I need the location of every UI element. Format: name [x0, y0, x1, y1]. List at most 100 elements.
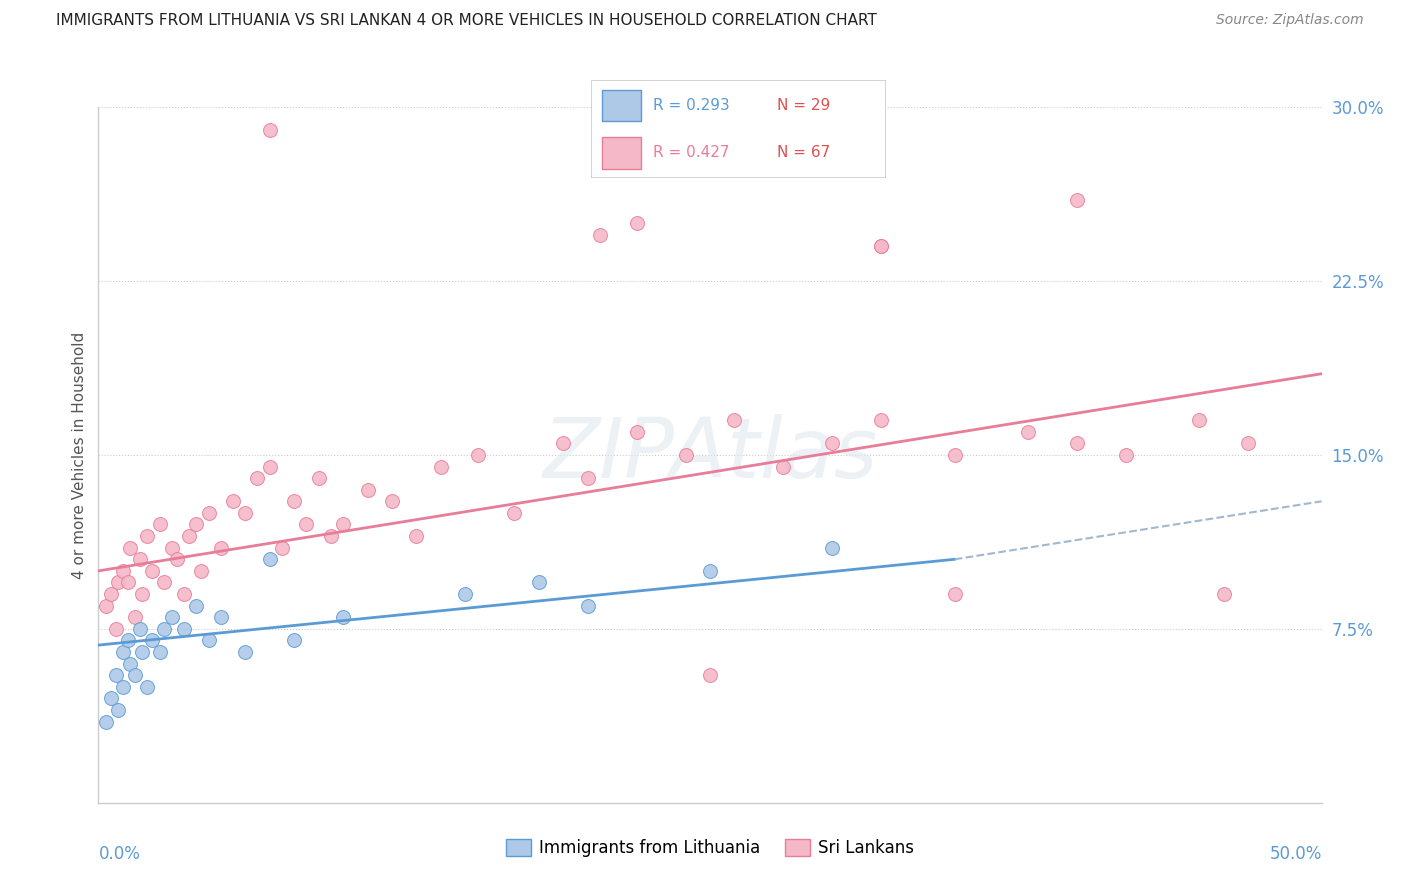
Point — [141, 633, 163, 648]
Point — [124, 610, 146, 624]
Point — [209, 610, 232, 624]
Point — [1237, 436, 1260, 450]
Point — [723, 413, 745, 427]
Point — [1212, 587, 1234, 601]
Point — [589, 227, 612, 242]
Point — [259, 459, 281, 474]
Point — [1066, 193, 1088, 207]
Point — [94, 599, 117, 613]
Point — [576, 471, 599, 485]
Point — [1115, 448, 1137, 462]
Point — [107, 575, 129, 590]
Point — [1017, 425, 1039, 439]
Point — [136, 680, 159, 694]
Point — [100, 691, 122, 706]
Point — [270, 541, 294, 555]
Point — [381, 494, 404, 508]
Point — [295, 517, 318, 532]
Point — [160, 541, 183, 555]
Point — [821, 541, 844, 555]
Point — [197, 633, 219, 648]
Point — [111, 564, 134, 578]
Point — [527, 575, 550, 590]
Point — [117, 633, 139, 648]
Point — [246, 471, 269, 485]
Point — [821, 436, 844, 450]
Point — [870, 239, 893, 253]
Point — [120, 541, 142, 555]
Bar — [602, 90, 641, 121]
Point — [117, 575, 139, 590]
Point — [129, 622, 152, 636]
Text: N = 29: N = 29 — [776, 98, 830, 113]
Point — [626, 216, 648, 230]
Point — [104, 668, 127, 682]
Point — [173, 622, 195, 636]
Point — [332, 610, 354, 624]
Point — [129, 552, 152, 566]
Text: Source: ZipAtlas.com: Source: ZipAtlas.com — [1216, 13, 1364, 28]
Text: R = 0.293: R = 0.293 — [652, 98, 730, 113]
Legend: Immigrants from Lithuania, Sri Lankans: Immigrants from Lithuania, Sri Lankans — [499, 832, 921, 864]
Text: 50.0%: 50.0% — [1270, 845, 1322, 863]
Point — [166, 552, 188, 566]
Point — [131, 587, 153, 601]
Point — [149, 645, 172, 659]
Point — [283, 494, 305, 508]
Point — [943, 587, 966, 601]
Point — [153, 622, 176, 636]
Point — [699, 668, 721, 682]
Point — [308, 471, 330, 485]
Point — [107, 703, 129, 717]
Point — [699, 564, 721, 578]
Point — [233, 506, 256, 520]
Point — [149, 517, 172, 532]
Point — [283, 633, 305, 648]
Point — [319, 529, 342, 543]
Point — [467, 448, 489, 462]
Point — [197, 506, 219, 520]
Point — [870, 413, 893, 427]
Point — [553, 436, 575, 450]
Point — [131, 645, 153, 659]
Point — [100, 587, 122, 601]
Point — [405, 529, 427, 543]
Point — [186, 599, 208, 613]
Point — [173, 587, 195, 601]
Point — [124, 668, 146, 682]
Text: ZIPAtlas: ZIPAtlas — [543, 415, 877, 495]
Point — [177, 529, 200, 543]
Point — [626, 425, 648, 439]
Point — [430, 459, 453, 474]
Point — [1188, 413, 1211, 427]
Point — [104, 622, 127, 636]
Point — [943, 448, 966, 462]
Point — [136, 529, 159, 543]
Point — [870, 239, 893, 253]
Point — [772, 459, 794, 474]
Point — [153, 575, 176, 590]
Point — [222, 494, 245, 508]
Point — [576, 599, 599, 613]
Text: R = 0.427: R = 0.427 — [652, 145, 730, 161]
Point — [675, 448, 697, 462]
Point — [233, 645, 256, 659]
Point — [111, 645, 134, 659]
Point — [259, 123, 281, 137]
Point — [111, 680, 134, 694]
Text: IMMIGRANTS FROM LITHUANIA VS SRI LANKAN 4 OR MORE VEHICLES IN HOUSEHOLD CORRELAT: IMMIGRANTS FROM LITHUANIA VS SRI LANKAN … — [56, 13, 877, 29]
Point — [259, 552, 281, 566]
Point — [160, 610, 183, 624]
Point — [94, 714, 117, 729]
Point — [503, 506, 526, 520]
Bar — [602, 137, 641, 169]
Point — [454, 587, 477, 601]
Point — [332, 517, 354, 532]
Point — [141, 564, 163, 578]
Y-axis label: 4 or more Vehicles in Household: 4 or more Vehicles in Household — [72, 331, 87, 579]
Point — [120, 657, 142, 671]
Text: 0.0%: 0.0% — [98, 845, 141, 863]
Point — [190, 564, 212, 578]
Text: N = 67: N = 67 — [776, 145, 830, 161]
FancyBboxPatch shape — [591, 80, 886, 178]
